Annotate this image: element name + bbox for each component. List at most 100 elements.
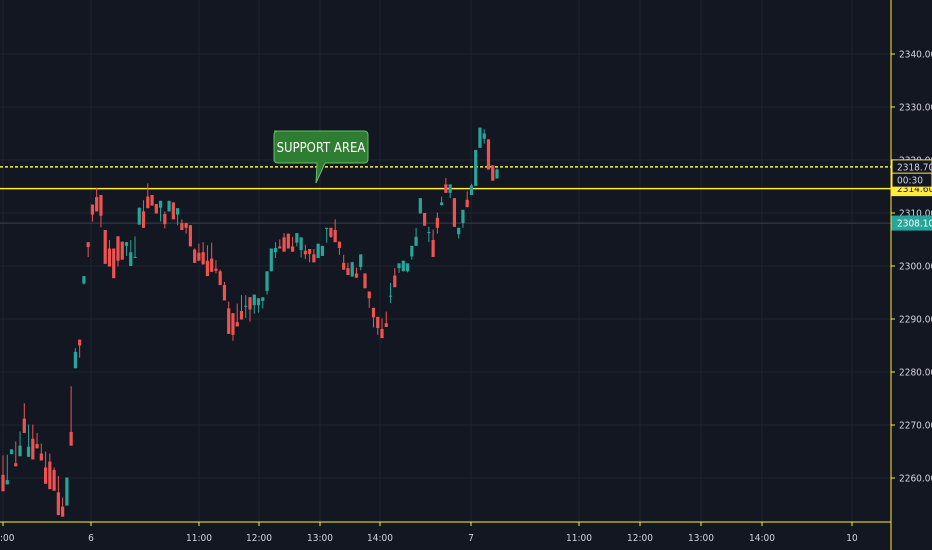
candle [478, 127, 482, 148]
candle [461, 209, 465, 228]
candle-body [448, 184, 452, 193]
candle-body [52, 470, 56, 491]
candle-body [82, 276, 86, 284]
candle [133, 236, 137, 258]
candle-body [116, 236, 120, 261]
candle-body [73, 351, 77, 369]
candle [474, 149, 478, 186]
candle-body [235, 322, 239, 327]
candle-body [150, 194, 154, 206]
candle-body [197, 252, 201, 261]
candle-body [465, 199, 469, 208]
candle [239, 295, 244, 320]
candle-body [1, 474, 5, 492]
candle [103, 229, 107, 264]
candle-body [205, 260, 210, 277]
last-price-tag-box [891, 215, 932, 231]
candle [137, 207, 141, 225]
candle [444, 178, 448, 193]
candle [380, 318, 384, 339]
time-tick-label: 11:00 [186, 533, 212, 544]
candle-body [427, 232, 431, 234]
candle [308, 249, 312, 263]
candle [86, 242, 90, 257]
candle [184, 223, 188, 234]
candle [342, 254, 346, 270]
candle-body [359, 254, 363, 268]
candle-body [218, 271, 222, 286]
candle-body [435, 217, 439, 228]
candle [120, 241, 124, 260]
candle-body [299, 237, 303, 251]
candle-body [120, 241, 124, 260]
candle-body [124, 242, 129, 246]
support-area-callout[interactable]: SUPPORT AREA [273, 130, 369, 184]
candle [376, 316, 380, 335]
candle-body [405, 263, 410, 272]
candle [367, 291, 371, 308]
candle-body [48, 461, 52, 490]
candle [201, 242, 205, 265]
candle-body [342, 262, 346, 270]
candle [256, 298, 261, 313]
candle [158, 200, 163, 222]
candle [350, 261, 354, 277]
candle [359, 254, 363, 271]
candle-body [137, 207, 141, 225]
candle [457, 227, 461, 239]
candle [210, 242, 214, 272]
candle [82, 276, 86, 285]
candle-body [158, 200, 163, 208]
time-tick-label: 11:00 [566, 533, 592, 544]
candle-body [86, 242, 90, 247]
candle-body [295, 233, 299, 243]
countdown-tag: 00:30 [891, 172, 932, 188]
candle [112, 248, 116, 279]
candle [39, 443, 43, 461]
candle [167, 200, 171, 212]
candle [273, 242, 278, 259]
candle [363, 273, 367, 289]
candle-body [423, 213, 427, 226]
candle-body [469, 185, 474, 195]
candle-body [452, 198, 457, 227]
candle-body [371, 307, 376, 318]
candle-body [282, 237, 286, 252]
candle [325, 227, 329, 243]
candle-body [346, 268, 350, 276]
candle [154, 203, 158, 214]
candle [244, 295, 248, 318]
time-tick-label: 10 [846, 533, 858, 544]
candle-body [444, 184, 448, 193]
time-tick-label: 12:00 [627, 533, 653, 544]
candle-body [333, 229, 337, 243]
candle-body [201, 252, 205, 265]
callout-label: SUPPORT AREA [277, 141, 366, 156]
candle [278, 239, 282, 249]
candle-body [146, 196, 150, 209]
price-tick-label: 2260.00 [899, 474, 932, 485]
candle-body [184, 223, 188, 228]
price-tick-label: 2270.00 [899, 421, 932, 432]
candle-body [376, 316, 380, 329]
candle-body [273, 247, 278, 253]
candle [52, 467, 56, 491]
candle [22, 403, 26, 433]
candle-body [495, 169, 499, 179]
candle-body [461, 209, 465, 224]
candle [1, 455, 5, 492]
candle [290, 236, 295, 252]
candle [316, 243, 320, 259]
candle [197, 243, 201, 261]
candle [248, 297, 252, 322]
candle-body [180, 223, 184, 230]
candle-body [167, 200, 171, 212]
candle-body [176, 208, 180, 215]
candle [414, 227, 418, 246]
candle [295, 233, 299, 247]
time-tick-label: 13:00 [307, 533, 333, 544]
candle [282, 233, 286, 252]
candle-body [99, 194, 103, 216]
